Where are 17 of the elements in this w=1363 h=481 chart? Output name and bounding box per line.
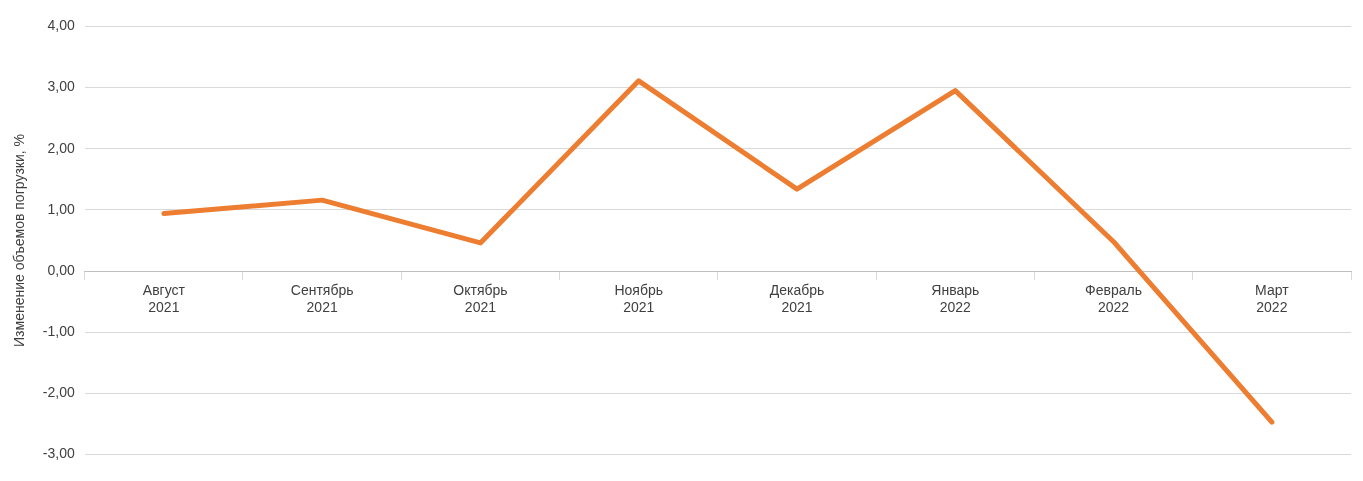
y-tick-label: -3,00 [42, 445, 75, 462]
x-tick-label: Октябрь 2021 [453, 282, 508, 316]
x-tick-label: Сентябрь 2021 [290, 282, 354, 316]
x-tick-label: Декабрь 2021 [769, 282, 825, 316]
y-tick-label: 0,00 [47, 261, 75, 278]
x-tick-label: Март 2022 [1255, 282, 1290, 316]
y-axis-title: Изменение объемов погрузки, % [11, 134, 28, 347]
x-tick-label: Ноябрь 2021 [614, 282, 663, 316]
x-tick-label: Август 2021 [142, 282, 186, 316]
y-tick-label: -1,00 [42, 323, 75, 340]
y-tick-label: -2,00 [42, 384, 75, 401]
x-tick-label: Февраль 2022 [1085, 282, 1143, 316]
y-tick-label: 4,00 [47, 17, 75, 34]
y-tick-label: 3,00 [47, 78, 75, 95]
x-tick-label: Январь 2022 [931, 282, 980, 316]
y-tick-label: 2,00 [47, 139, 75, 156]
y-tick-label: 1,00 [47, 200, 75, 217]
